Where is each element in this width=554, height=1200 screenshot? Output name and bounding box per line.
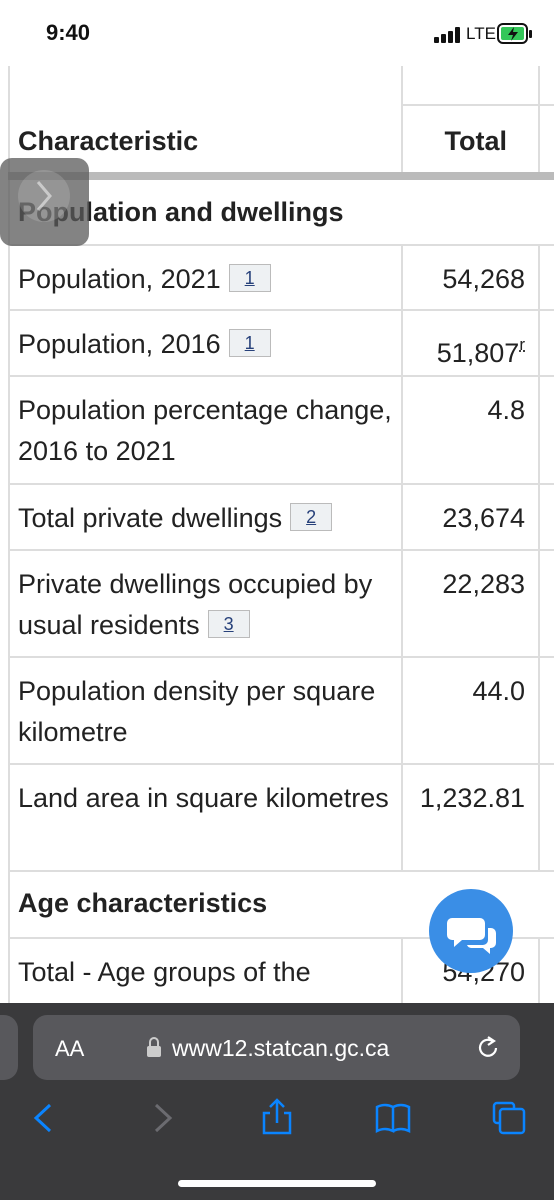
border <box>538 245 540 310</box>
section-title: Age characteristics <box>18 888 268 918</box>
border <box>538 764 540 871</box>
tabs-button[interactable] <box>492 1101 526 1135</box>
border <box>8 937 554 939</box>
border <box>401 104 554 106</box>
border <box>8 656 554 658</box>
footnote-link[interactable]: 2 <box>290 503 333 531</box>
border <box>538 484 540 550</box>
label-text: Population density per square kilometre <box>18 676 376 747</box>
value-text: 1,232.81 <box>419 783 525 813</box>
bookmarks-button[interactable] <box>375 1103 411 1134</box>
row-label: Total private dwellings 2 <box>18 498 396 539</box>
row-value: 54,268 <box>442 259 525 300</box>
row-value: 22,283 <box>442 564 525 605</box>
back-button[interactable] <box>33 1103 52 1133</box>
text-size-button[interactable]: AA <box>55 1036 85 1061</box>
border <box>538 550 540 657</box>
border <box>401 764 403 871</box>
row-value: 1,232.81 <box>420 778 525 819</box>
header-divider <box>8 172 554 180</box>
border <box>401 310 403 376</box>
border <box>8 549 554 551</box>
url[interactable]: www12.statcan.gc.ca <box>172 1035 390 1061</box>
border <box>8 309 554 311</box>
border <box>538 310 540 376</box>
border <box>401 484 403 550</box>
border <box>401 245 403 310</box>
value-text: 4.8 <box>487 395 525 425</box>
label-text: Population percentage change, 2016 to 20… <box>18 395 392 466</box>
battery-icon <box>497 23 532 44</box>
row-label: Population, 2021 1 <box>18 259 396 300</box>
row-label: Total - Age groups of the <box>18 952 396 993</box>
border <box>538 376 540 484</box>
address-bar[interactable] <box>33 1015 520 1080</box>
row-label: Population density per square kilometre <box>18 671 396 753</box>
label-text: Land area in square kilometres <box>18 783 389 813</box>
border <box>8 870 554 872</box>
network: LTE <box>466 24 496 43</box>
share-button[interactable] <box>262 1098 292 1135</box>
label-text: Population, 2021 <box>18 264 221 294</box>
border <box>8 483 554 485</box>
reload-button[interactable] <box>474 1034 502 1062</box>
value-text: 44.0 <box>472 676 525 706</box>
swipe-back-button[interactable] <box>0 158 89 246</box>
row-label: Land area in square kilometres <box>18 778 396 819</box>
footnote-link[interactable]: 1 <box>228 329 271 357</box>
previous-tab-pill[interactable] <box>0 1015 18 1080</box>
nav-icons <box>33 1098 526 1135</box>
row-label: Population percentage change, 2016 to 20… <box>18 390 396 472</box>
row-value: 44.0 <box>472 671 525 712</box>
value-text: 23,674 <box>442 503 525 533</box>
time: 9:40 <box>46 20 91 45</box>
border <box>401 550 403 657</box>
home-indicator <box>178 1180 376 1187</box>
border <box>401 66 403 172</box>
row-value: 4.8 <box>487 390 525 431</box>
signal-icon <box>434 27 460 43</box>
row-value: 23,674 <box>442 498 525 539</box>
column-header: Characteristic <box>18 126 199 156</box>
border <box>8 244 554 246</box>
value-text: 54,268 <box>442 264 525 294</box>
value-text: 22,283 <box>442 569 525 599</box>
row-value: 51,807r <box>437 324 525 374</box>
label-text: Total private dwellings <box>18 503 283 533</box>
border <box>538 66 540 172</box>
border <box>401 376 403 484</box>
border <box>401 938 403 1003</box>
row-label: Private dwellings occupied by usual resi… <box>18 564 396 646</box>
row-label: Population, 2016 1 <box>18 324 396 365</box>
label-text: Population, 2016 <box>18 329 221 359</box>
border <box>8 375 554 377</box>
value-text: 51,807 <box>436 338 520 368</box>
chat-button[interactable] <box>428 888 514 974</box>
forward-button[interactable] <box>154 1103 173 1133</box>
label-text: Total - Age groups of the <box>18 957 311 987</box>
footnote-link[interactable]: 3 <box>207 610 250 638</box>
border <box>538 938 540 1003</box>
border <box>538 657 540 764</box>
footnote-link[interactable]: 1 <box>228 264 271 292</box>
lock-icon <box>147 1037 161 1057</box>
border <box>8 763 554 765</box>
revision-flag: r <box>519 335 525 354</box>
border <box>8 66 10 1003</box>
label-text: Private dwellings occupied by usual resi… <box>18 569 373 640</box>
border <box>401 657 403 764</box>
column-header: Total <box>444 126 508 156</box>
status-bar: 9:40 LTE <box>0 0 554 66</box>
